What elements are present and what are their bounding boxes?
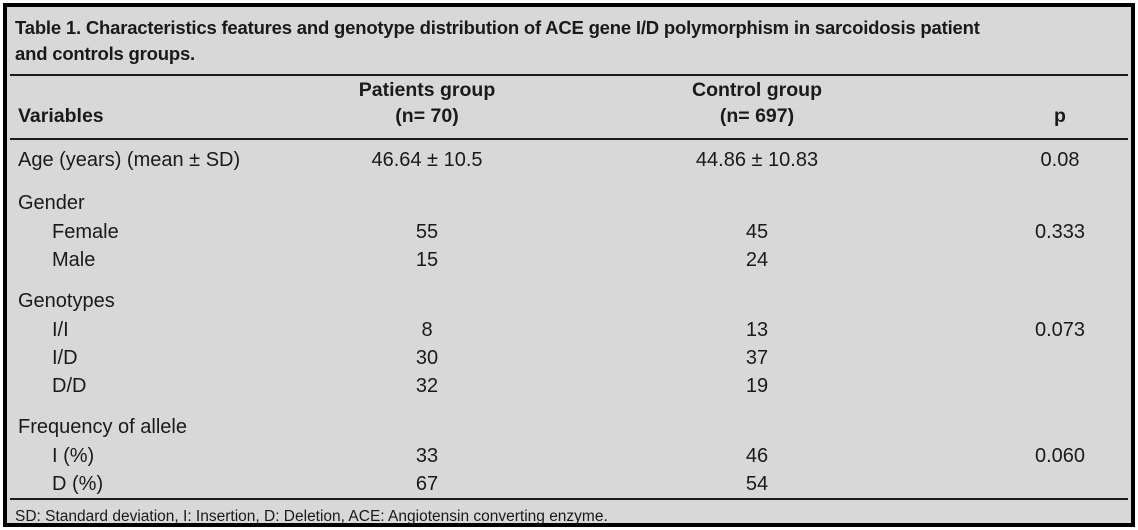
table-row-id: I/D 30 37: [10, 344, 1128, 372]
p-value: [947, 344, 1128, 372]
row-label: I/I: [52, 319, 69, 341]
control-value: 44.86 ± 10.83: [695, 148, 819, 171]
control-value: 19: [745, 375, 769, 397]
control-value: 54: [745, 473, 769, 495]
table-section-genotypes: Genotypes: [10, 274, 1128, 316]
title-divider: [10, 74, 1128, 76]
column-header-control: Control group (n= 697): [567, 76, 947, 140]
p-value: [947, 372, 1128, 400]
table-section-frequency: Frequency of allele: [10, 400, 1128, 442]
control-value: 45: [745, 221, 769, 243]
footnote-divider: [10, 498, 1128, 500]
patients-value: 32: [415, 375, 439, 397]
patients-value: 46.64 ± 10.5: [371, 148, 483, 171]
column-header-patients: Patients group (n= 70): [287, 76, 567, 140]
control-group-label: Control group: [692, 79, 822, 101]
row-label: I (%): [52, 445, 95, 467]
patients-value: 15: [415, 249, 439, 271]
table-title-line1: Table 1. Characteristics features and ge…: [15, 17, 980, 38]
table-row-age: Age (years) (mean ± SD) 46.64 ± 10.5 44.…: [10, 139, 1128, 176]
row-label: Male: [52, 249, 96, 271]
row-label: D (%): [52, 473, 104, 495]
control-value: 46: [745, 445, 769, 467]
patients-value: 30: [415, 347, 439, 369]
control-n-label: (n= 697): [719, 105, 795, 127]
patients-value: 8: [421, 319, 433, 341]
section-label: Genotypes: [18, 290, 115, 312]
patients-value: 55: [415, 221, 439, 243]
table-section-gender: Gender: [10, 176, 1128, 218]
table-row-female: Female 55 45 0.333: [10, 218, 1128, 246]
patients-value: 33: [415, 445, 439, 467]
row-label: Female: [52, 221, 119, 243]
control-value: 13: [745, 319, 769, 341]
table-row-i-pct: I (%) 33 46 0.060: [10, 442, 1128, 470]
section-label: Gender: [18, 192, 85, 214]
header-row: Variables Patients group (n= 70) Control…: [10, 76, 1128, 140]
patients-n-label: (n= 70): [395, 105, 459, 127]
column-header-p: p: [947, 76, 1128, 140]
table-card: Table 1. Characteristics features and ge…: [3, 3, 1135, 527]
table-body: Age (years) (mean ± SD) 46.64 ± 10.5 44.…: [10, 139, 1128, 498]
patients-group-label: Patients group: [358, 79, 496, 101]
p-value: 0.060: [1034, 445, 1086, 467]
control-value: 24: [745, 249, 769, 271]
table-row-d-pct: D (%) 67 54: [10, 470, 1128, 498]
table-header: Variables Patients group (n= 70) Control…: [10, 76, 1128, 140]
table-title: Table 1. Characteristics features and ge…: [7, 7, 1131, 74]
table-title-line2: and controls groups.: [15, 43, 195, 64]
table-row-male: Male 15 24: [10, 246, 1128, 274]
section-label: Frequency of allele: [18, 416, 187, 438]
control-value: 37: [745, 347, 769, 369]
patients-value: 67: [415, 473, 439, 495]
p-value: [947, 246, 1128, 274]
p-value: [947, 470, 1128, 498]
p-value: 0.08: [1040, 148, 1080, 171]
p-value: 0.333: [1034, 221, 1086, 243]
characteristics-table: Variables Patients group (n= 70) Control…: [10, 76, 1128, 498]
table-row-ii: I/I 8 13 0.073: [10, 316, 1128, 344]
column-header-variables: Variables: [10, 76, 287, 140]
row-label: D/D: [52, 375, 87, 397]
table-row-dd: D/D 32 19: [10, 372, 1128, 400]
table-footnote: SD: Standard deviation, I: Insertion, D:…: [15, 508, 608, 525]
p-value: 0.073: [1034, 319, 1086, 341]
row-label: Age (years) (mean ± SD): [18, 148, 241, 171]
row-label: I/D: [52, 347, 78, 369]
